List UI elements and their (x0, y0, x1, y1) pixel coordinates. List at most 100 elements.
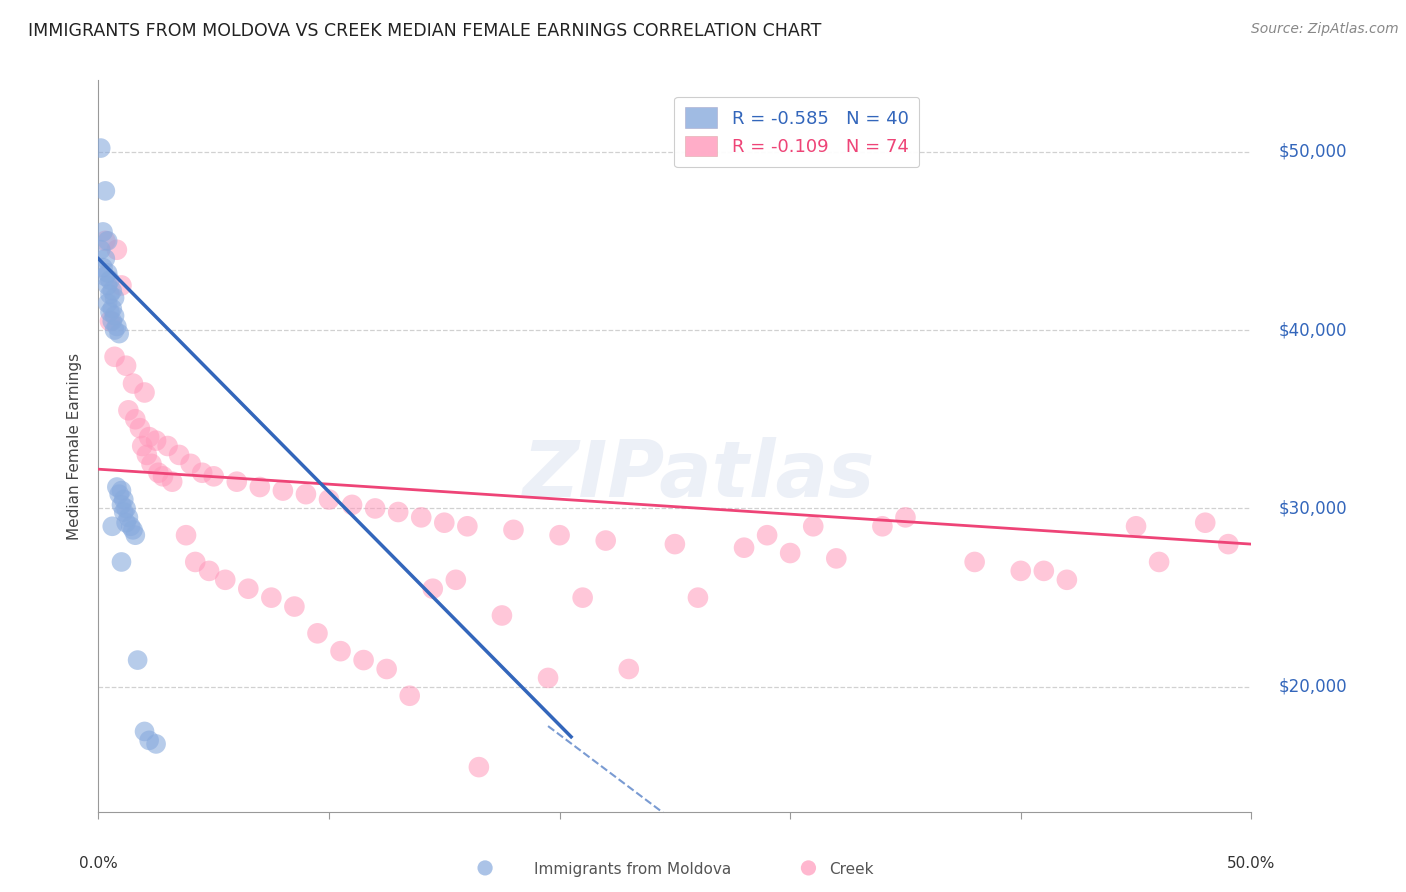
Point (101, 519, 124, 533)
Point (129, 421, 152, 435)
Point (108, 326, 131, 341)
Point (180, 457, 202, 471)
Point (184, 555, 207, 569)
Point (122, 523, 145, 537)
Point (353, 653, 375, 667)
Point (260, 591, 283, 605)
Point (1218, 537, 1240, 551)
Point (872, 519, 894, 533)
Point (145, 434, 167, 448)
Point (90, 141, 112, 155)
Text: $20,000: $20,000 (1279, 678, 1347, 696)
Point (97, 278, 120, 293)
Point (112, 492, 135, 507)
Point (238, 582, 260, 596)
Point (101, 284, 124, 298)
Point (174, 528, 197, 542)
Point (131, 439, 153, 453)
Point (90, 243, 112, 257)
Point (571, 591, 593, 605)
Text: Immigrants from Moldova: Immigrants from Moldova (534, 863, 731, 877)
Point (117, 403, 139, 417)
Point (491, 608, 513, 623)
Point (120, 519, 142, 533)
Point (135, 448, 157, 462)
Point (617, 662, 640, 676)
Point (97, 234, 120, 248)
Point (664, 537, 686, 551)
Point (98, 287, 121, 301)
Point (1147, 555, 1170, 569)
Point (108, 487, 131, 501)
Point (167, 448, 190, 462)
Point (801, 519, 824, 533)
Y-axis label: Median Female Earnings: Median Female Earnings (67, 352, 83, 540)
Point (307, 626, 329, 640)
Point (444, 573, 467, 587)
Point (101, 314, 124, 328)
Legend: R = -0.585   N = 40, R = -0.109   N = 74: R = -0.585 N = 40, R = -0.109 N = 74 (673, 96, 920, 167)
Point (375, 662, 398, 676)
Point (468, 760, 491, 774)
Point (94, 184, 117, 198)
Point (103, 323, 125, 337)
Point (411, 510, 433, 524)
Point (295, 487, 318, 501)
Point (103, 291, 125, 305)
Point (433, 516, 456, 530)
Point (112, 505, 135, 519)
Point (134, 724, 156, 739)
Point (283, 599, 305, 614)
Point (456, 519, 478, 533)
Point (329, 644, 352, 658)
Point (340, 498, 363, 512)
Text: $50,000: $50,000 (1279, 143, 1347, 161)
Point (138, 430, 160, 444)
Point (595, 533, 617, 548)
Point (127, 653, 149, 667)
Point (1056, 573, 1078, 587)
Point (1125, 519, 1147, 533)
Point (124, 412, 146, 426)
Point (156, 439, 179, 453)
Point (214, 573, 236, 587)
Point (141, 457, 163, 471)
Point (91, 260, 114, 275)
Point (502, 523, 524, 537)
Point (148, 466, 170, 480)
Point (94, 234, 117, 248)
Point (198, 564, 221, 578)
Point (387, 505, 409, 519)
Point (225, 475, 247, 489)
Point (422, 582, 444, 596)
Point (134, 385, 156, 400)
Point (105, 243, 128, 257)
Point (364, 501, 387, 516)
Point (537, 671, 560, 685)
Text: ZIPatlas: ZIPatlas (522, 437, 875, 513)
Point (98, 273, 121, 287)
Point (894, 510, 917, 524)
Point (797, 861, 820, 875)
Text: IMMIGRANTS FROM MOLDOVA VS CREEK MEDIAN FEMALE EARNINGS CORRELATION CHART: IMMIGRANTS FROM MOLDOVA VS CREEK MEDIAN … (28, 22, 821, 40)
Point (115, 359, 138, 373)
Point (101, 301, 124, 316)
Point (825, 551, 848, 566)
Point (103, 350, 125, 364)
Point (103, 309, 125, 323)
Text: $40,000: $40,000 (1279, 321, 1347, 339)
Point (756, 528, 779, 542)
Point (110, 498, 132, 512)
Text: 0.0%: 0.0% (79, 856, 118, 871)
Point (97, 266, 120, 280)
Point (110, 555, 132, 569)
Point (145, 737, 167, 751)
Point (91, 225, 114, 239)
Point (160, 475, 183, 489)
Point (249, 480, 271, 494)
Point (733, 541, 755, 555)
Point (1010, 564, 1032, 578)
Text: $30,000: $30,000 (1279, 500, 1347, 517)
Point (1032, 564, 1054, 578)
Point (271, 483, 294, 498)
